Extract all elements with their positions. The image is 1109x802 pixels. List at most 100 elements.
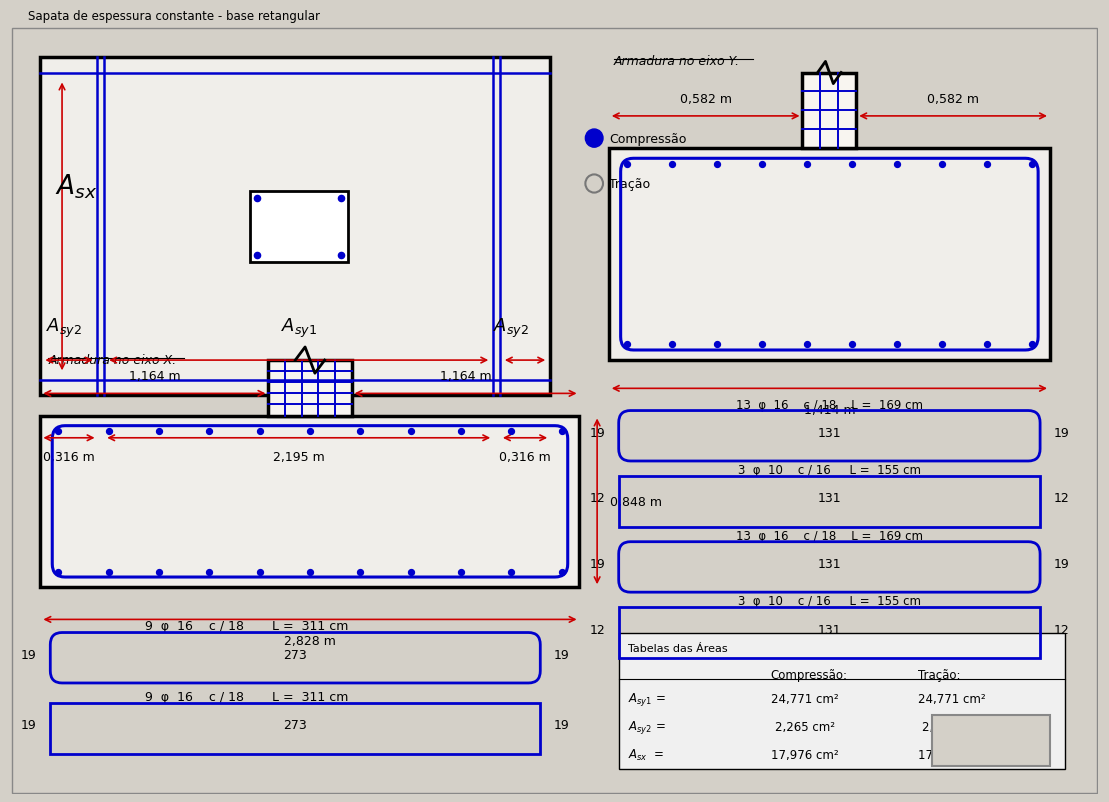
Text: 273: 273 xyxy=(284,648,307,661)
Text: 12: 12 xyxy=(1054,492,1069,504)
Point xyxy=(1024,159,1041,172)
Text: 12: 12 xyxy=(589,492,606,504)
Bar xyxy=(41,416,580,587)
Bar xyxy=(619,608,1040,658)
Text: 131: 131 xyxy=(817,492,842,504)
Text: 19: 19 xyxy=(1054,426,1069,439)
Point xyxy=(798,159,816,172)
Point xyxy=(251,566,268,579)
Text: 13  φ  16    c / 18    L =  169 cm: 13 φ 16 c / 18 L = 169 cm xyxy=(736,529,923,542)
Text: 9  φ  16    c / 18       L =  311 cm: 9 φ 16 c / 18 L = 311 cm xyxy=(144,691,348,703)
Text: VOLTAR: VOLTAR xyxy=(967,734,1015,747)
Point xyxy=(843,338,861,351)
Text: 1,414 m: 1,414 m xyxy=(804,403,855,416)
Point xyxy=(502,425,520,438)
Text: 273: 273 xyxy=(284,719,307,731)
Text: 0,582 m: 0,582 m xyxy=(680,93,732,106)
Text: Tabelas das Áreas: Tabelas das Áreas xyxy=(629,643,729,653)
Text: 1,164 m: 1,164 m xyxy=(129,370,181,383)
Text: 131: 131 xyxy=(817,426,842,439)
Text: Armadura no eixo X:: Armadura no eixo X: xyxy=(49,354,176,367)
Point xyxy=(978,159,996,172)
Point xyxy=(302,566,319,579)
Text: Tração: Tração xyxy=(609,178,650,191)
Point xyxy=(933,338,950,351)
Point xyxy=(302,425,319,438)
Text: $A_{sy2}$: $A_{sy2}$ xyxy=(494,317,529,340)
Text: 2,828 m: 2,828 m xyxy=(284,634,336,647)
Text: 0,316 m: 0,316 m xyxy=(499,451,551,464)
Text: 2,195 m: 2,195 m xyxy=(273,451,325,464)
Point xyxy=(753,338,771,351)
Point xyxy=(150,566,167,579)
Text: 3  φ  10    c / 16     L =  155 cm: 3 φ 10 c / 16 L = 155 cm xyxy=(737,594,920,607)
Bar xyxy=(609,149,1050,361)
Text: Compressão:: Compressão: xyxy=(771,668,847,681)
Text: 17,976 cm²: 17,976 cm² xyxy=(918,748,986,761)
Bar xyxy=(933,715,1050,766)
Point xyxy=(332,192,349,205)
Text: 19: 19 xyxy=(554,719,570,731)
Text: 0,582 m: 0,582 m xyxy=(927,93,979,106)
Bar xyxy=(250,192,348,262)
Text: Tração:: Tração: xyxy=(917,668,960,681)
Point xyxy=(708,159,725,172)
Text: 131: 131 xyxy=(817,557,842,570)
Text: 0,848 m: 0,848 m xyxy=(610,495,662,508)
Point xyxy=(100,566,118,579)
Text: 19: 19 xyxy=(1054,557,1069,570)
Bar xyxy=(803,74,856,149)
Text: 9  φ  16    c / 18       L =  311 cm: 9 φ 16 c / 18 L = 311 cm xyxy=(144,620,348,633)
Point xyxy=(452,425,470,438)
Point xyxy=(888,338,906,351)
Point xyxy=(201,566,218,579)
Point xyxy=(452,566,470,579)
Text: 1,164 m: 1,164 m xyxy=(440,370,491,383)
Point xyxy=(618,159,635,172)
Text: 13  φ  16    c / 18    L =  169 cm: 13 φ 16 c / 18 L = 169 cm xyxy=(736,398,923,411)
Point xyxy=(201,425,218,438)
Point xyxy=(49,566,67,579)
Point xyxy=(843,159,861,172)
Text: 17,976 cm²: 17,976 cm² xyxy=(771,748,838,761)
Bar xyxy=(619,476,1040,527)
Point xyxy=(1024,338,1041,351)
Text: $A_{sy2}$: $A_{sy2}$ xyxy=(47,317,82,340)
Text: 19: 19 xyxy=(589,557,606,570)
Bar xyxy=(50,703,540,754)
Point xyxy=(753,159,771,172)
Point xyxy=(708,338,725,351)
Point xyxy=(663,338,681,351)
Point xyxy=(798,338,816,351)
Text: 2,265 cm²: 2,265 cm² xyxy=(922,720,981,733)
Text: 12: 12 xyxy=(1054,622,1069,636)
Text: $A_{sx}$  =: $A_{sx}$ = xyxy=(629,747,664,762)
Point xyxy=(933,159,950,172)
Point xyxy=(251,425,268,438)
Text: $A_{sx}$: $A_{sx}$ xyxy=(55,172,98,200)
Bar xyxy=(619,633,1065,769)
Text: Sapata de espessura constante - base retangular: Sapata de espessura constante - base ret… xyxy=(28,10,319,23)
Point xyxy=(100,425,118,438)
Point xyxy=(553,566,571,579)
Bar xyxy=(41,59,550,396)
Bar xyxy=(268,361,352,416)
Point xyxy=(49,425,67,438)
Point xyxy=(352,566,369,579)
Text: Armadura no eixo Y:: Armadura no eixo Y: xyxy=(613,55,740,68)
Text: 19: 19 xyxy=(21,719,37,731)
Point xyxy=(401,566,419,579)
Text: $A_{sy1}$: $A_{sy1}$ xyxy=(281,317,317,340)
Text: 19: 19 xyxy=(589,426,606,439)
Point xyxy=(150,425,167,438)
Point xyxy=(332,249,349,261)
Point xyxy=(401,425,419,438)
Text: 19: 19 xyxy=(554,648,570,661)
Point xyxy=(247,192,265,205)
Point xyxy=(888,159,906,172)
Text: $A_{sy1}$ =: $A_{sy1}$ = xyxy=(629,690,667,707)
Point xyxy=(663,159,681,172)
Text: 131: 131 xyxy=(817,622,842,636)
Text: 12: 12 xyxy=(589,622,606,636)
Point xyxy=(352,425,369,438)
